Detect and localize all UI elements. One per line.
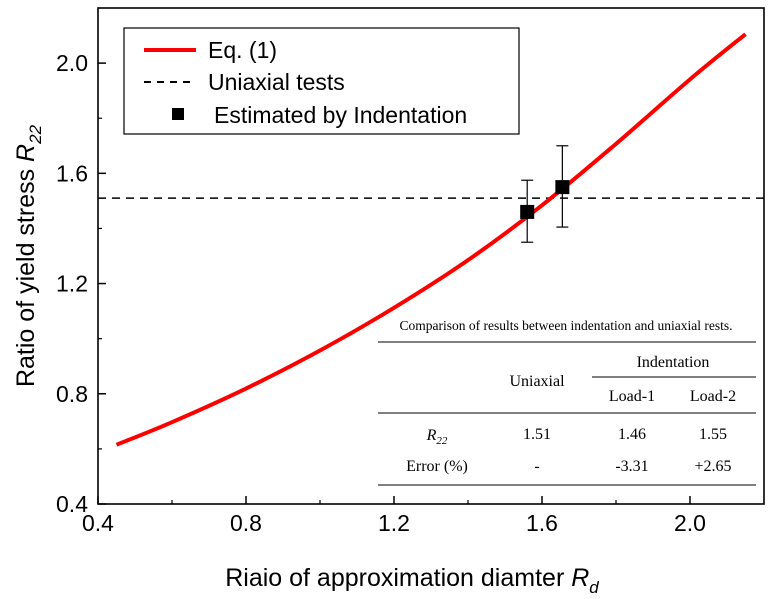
table-row1-label: R22 [426, 427, 448, 447]
table-cell: - [534, 458, 539, 475]
x-tick-label: 0.8 [230, 510, 262, 536]
legend-label-indentation: Estimated by Indentation [214, 102, 467, 128]
legend-swatch-indentation [172, 108, 184, 120]
x-axis-label: Riaio of approximation diamter Rd [225, 564, 599, 597]
x-tick-label: 2.0 [674, 510, 706, 536]
table-header-indentation: Indentation [637, 354, 710, 371]
y-tick-label: 1.2 [56, 271, 88, 297]
table-header-uniaxial: Uniaxial [509, 373, 565, 390]
y-tick-label: 2.0 [56, 50, 88, 76]
plot-frame [97, 7, 765, 505]
x-tick-label: 1.2 [378, 510, 410, 536]
y-tick-label: 1.6 [56, 160, 88, 186]
plot-layer [98, 32, 764, 447]
data-point-indentation [520, 204, 535, 219]
table-caption: Comparison of results between indentatio… [400, 318, 733, 333]
y-tick-label: 0.8 [56, 381, 88, 407]
inset-table: Comparison of results between indentatio… [378, 318, 756, 486]
y-tick-label: 0.4 [56, 491, 88, 517]
data-point-indentation [555, 180, 570, 195]
table-cell: 1.46 [618, 426, 646, 443]
table-row2-label: Error (%) [406, 458, 468, 475]
legend-label-uniaxial: Uniaxial tests [208, 69, 345, 95]
table-cell: 1.55 [699, 426, 727, 443]
table-cell: -3.31 [615, 458, 648, 475]
legend: Eq. (1) Uniaxial tests Estimated by Inde… [123, 27, 520, 135]
table-cell: 1.51 [523, 426, 551, 443]
legend-label-eq1: Eq. (1) [208, 37, 277, 63]
table-cell: +2.65 [694, 458, 731, 475]
x-tick-label: 1.6 [526, 510, 558, 536]
x-tick-label: 0.4 [82, 510, 114, 536]
table-header-load1: Load-1 [609, 388, 655, 405]
ticks-layer: 0.4 0.8 1.2 1.6 2.0 0.4 0.8 1.2 1.6 2.0 [56, 50, 706, 536]
table-header-load2: Load-2 [690, 388, 736, 405]
y-axis-label: Ratio of yield stress R22 [12, 124, 45, 387]
series-line-eq1 [115, 32, 747, 447]
